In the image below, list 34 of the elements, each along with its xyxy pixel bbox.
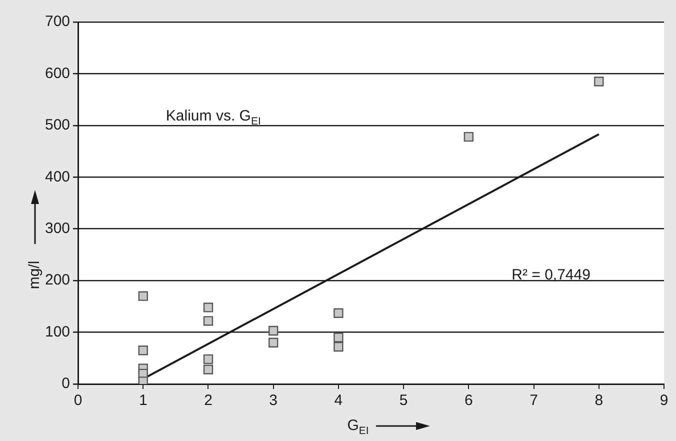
point xyxy=(334,308,344,318)
y-axis-title: mg/l xyxy=(26,260,44,290)
x-tick-label: 7 xyxy=(530,392,538,410)
x-tick-label: 2 xyxy=(204,392,212,410)
y-tick-label: 700 xyxy=(44,13,70,30)
point xyxy=(268,338,278,348)
point xyxy=(268,326,278,336)
y-tick-label: 200 xyxy=(44,272,70,289)
y-tick-label: 500 xyxy=(44,116,70,134)
point xyxy=(138,291,148,301)
point xyxy=(138,346,148,356)
y-tick-label: 100 xyxy=(44,323,70,340)
x-tick-label: 9 xyxy=(660,392,668,410)
point xyxy=(203,354,214,364)
point xyxy=(203,302,214,312)
x-tick-label: 0 xyxy=(74,392,82,410)
annotation: R² = 0,7449 xyxy=(512,266,590,284)
x-tick-label: 6 xyxy=(464,392,473,410)
x-tick-label: 1 xyxy=(138,392,148,410)
y-tick-label: 400 xyxy=(44,168,70,186)
x-tick-label: 3 xyxy=(269,392,278,410)
x-tick-label: 4 xyxy=(334,392,343,410)
y-tick-label: 300 xyxy=(44,220,70,237)
y-tick-label: 0 xyxy=(62,375,70,392)
x-tick-label: 5 xyxy=(399,392,408,410)
point xyxy=(203,316,214,326)
y-tick-label: 600 xyxy=(44,64,70,82)
point xyxy=(594,76,604,86)
point xyxy=(334,342,344,352)
point xyxy=(334,332,344,342)
point xyxy=(138,376,148,384)
x-tick-label: 8 xyxy=(594,392,604,410)
point xyxy=(203,364,214,374)
point xyxy=(464,132,474,142)
